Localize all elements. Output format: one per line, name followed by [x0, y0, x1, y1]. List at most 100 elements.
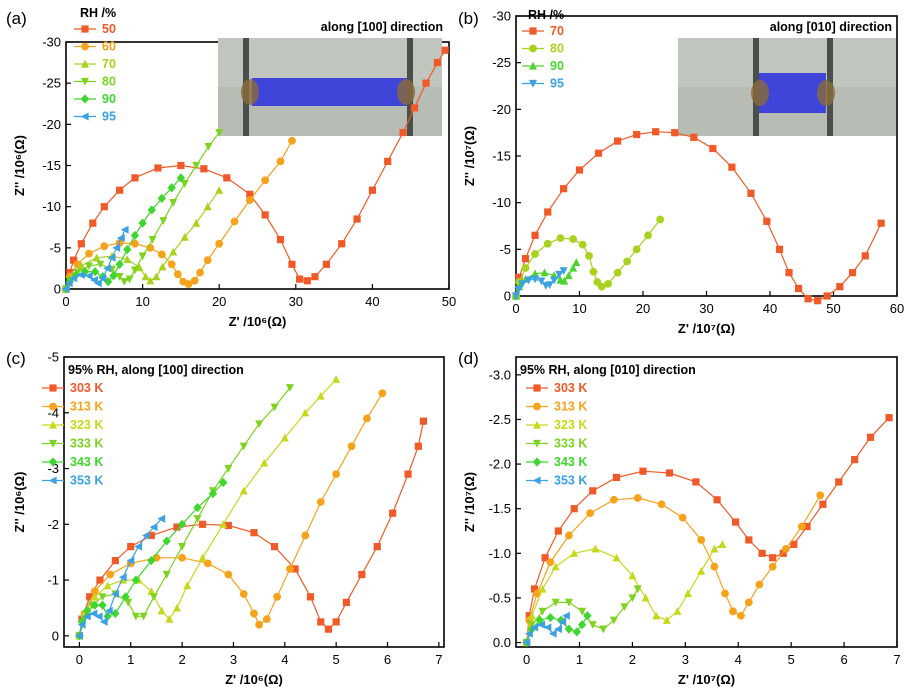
data-point: [609, 495, 618, 504]
legend-marker: [533, 420, 541, 429]
legend-marker: [533, 402, 541, 411]
legend: 303 K 313 K 323 K 333 K 343 K 353 K: [526, 381, 587, 488]
x-tick-label: 4: [281, 652, 288, 667]
data-point: [98, 274, 107, 283]
y-tick-label: 0: [504, 289, 511, 304]
data-point: [569, 263, 578, 272]
data-point: [131, 575, 141, 585]
data-point: [103, 611, 112, 621]
data-point: [317, 618, 325, 626]
data-point: [230, 217, 239, 226]
data-point: [550, 276, 559, 285]
data-point: [683, 589, 692, 598]
data-point: [77, 620, 86, 629]
x-tick-label: 10: [135, 294, 149, 309]
data-point: [515, 273, 523, 281]
series-95: [61, 225, 129, 293]
data-point: [358, 570, 366, 579]
data-point: [758, 549, 766, 557]
data-point: [90, 275, 98, 284]
data-point: [678, 513, 687, 522]
data-point: [131, 239, 139, 248]
inset-photo: [678, 38, 896, 136]
data-point: [169, 247, 178, 256]
data-point: [628, 571, 637, 580]
data-point: [538, 584, 547, 593]
x-tick-label: 20: [212, 294, 226, 309]
series-line: [526, 543, 723, 643]
legend: 303 K 313 K 323 K 333 K 343 K 353 K: [42, 381, 103, 488]
data-point: [192, 218, 201, 227]
data-point: [96, 576, 104, 584]
data-point: [718, 540, 727, 548]
legend-entry: 70: [550, 24, 564, 38]
data-point: [261, 176, 270, 185]
data-point: [215, 239, 224, 248]
data-point: [291, 565, 299, 573]
legend-entry: 343 K: [70, 455, 103, 469]
legend-marker: [533, 439, 541, 448]
y-tick-label: -20: [492, 102, 511, 117]
data-point: [803, 522, 811, 531]
data-point: [77, 271, 85, 280]
y-axis-title: Z'' /10⁶(Ω): [12, 472, 27, 533]
data-point: [612, 473, 621, 482]
data-point: [589, 267, 598, 276]
data-point: [332, 375, 341, 383]
y-axis-title: Z'' /10⁶(Ω): [12, 135, 27, 196]
data-point: [316, 498, 325, 506]
data-point: [126, 556, 135, 565]
data-point: [172, 603, 181, 612]
legend-entry: 95: [550, 77, 564, 91]
data-point: [572, 258, 581, 266]
data-point: [781, 544, 790, 553]
data-point: [121, 592, 130, 602]
data-point: [85, 249, 93, 258]
data-point: [609, 616, 618, 625]
data-point: [147, 555, 156, 566]
data-point: [80, 267, 90, 277]
y-tick-label: -10: [42, 199, 61, 214]
data-point: [570, 505, 578, 513]
data-point: [632, 245, 641, 254]
x-tick-label: 2: [178, 652, 185, 667]
x-tick-label: 60: [890, 301, 904, 316]
data-point: [84, 262, 93, 271]
legend-marker: [80, 112, 89, 121]
data-point: [877, 219, 885, 227]
x-axis-title: Z' /10⁶(Ω): [229, 314, 287, 329]
data-point: [106, 570, 115, 579]
x-axis-title: Z' /10⁷(Ω): [678, 321, 735, 336]
data-point: [556, 234, 565, 243]
data-point: [96, 260, 105, 269]
data-point: [224, 464, 233, 473]
legend-entry: 80: [102, 75, 116, 89]
data-point: [301, 408, 310, 417]
data-point: [183, 581, 192, 590]
data-point: [368, 186, 376, 194]
data-point: [551, 598, 560, 607]
x-tick-label: 20: [636, 301, 650, 316]
legend-entry: 50: [102, 22, 116, 36]
legend-marker: [49, 420, 57, 429]
x-tick-label: 3: [682, 652, 689, 667]
data-point: [123, 244, 132, 255]
data-point: [710, 562, 719, 571]
data-point: [104, 606, 113, 615]
data-point: [135, 263, 144, 272]
legend-marker: [48, 476, 57, 485]
data-point: [709, 144, 717, 153]
legend-marker: [529, 27, 537, 35]
data-point: [203, 559, 212, 568]
data-point: [127, 543, 135, 551]
data-point: [404, 470, 412, 478]
data-point: [260, 458, 269, 467]
data-point: [769, 554, 777, 562]
data-point: [261, 211, 269, 219]
data-point: [866, 433, 875, 441]
data-point: [697, 536, 706, 544]
data-point: [306, 593, 315, 601]
data-point: [89, 219, 97, 227]
legend-entry: 60: [102, 40, 116, 54]
data-point: [89, 609, 98, 618]
